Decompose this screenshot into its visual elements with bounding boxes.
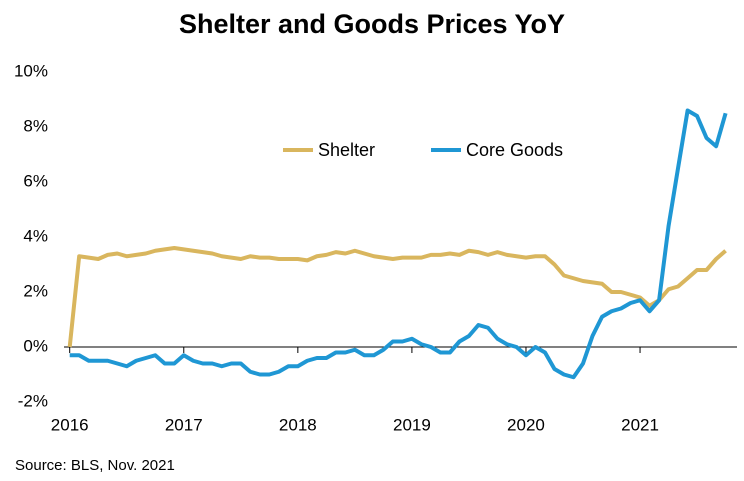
y-tick-label: 4% [23,226,48,245]
source-note: Source: BLS, Nov. 2021 [15,457,175,474]
y-tick-label: 8% [23,116,48,135]
x-tick-label: 2019 [393,415,431,434]
series-line [69,108,728,380]
y-tick-label: 6% [23,171,48,190]
chart-title: Shelter and Goods Prices YoY [179,9,565,39]
x-tick-label: 2017 [165,415,203,434]
legend-label: Shelter [318,140,375,160]
y-tick-label: 2% [23,281,48,300]
y-tick-label: -2% [18,391,48,410]
y-tick-label: 0% [23,336,48,355]
series-line [67,246,727,348]
x-tick-label: 2020 [507,415,545,434]
y-tick-label: 10% [14,61,48,80]
x-tick-label: 2016 [51,415,89,434]
legend-label: Core Goods [466,140,563,160]
x-tick-label: 2018 [279,415,317,434]
x-tick-label: 2021 [621,415,659,434]
